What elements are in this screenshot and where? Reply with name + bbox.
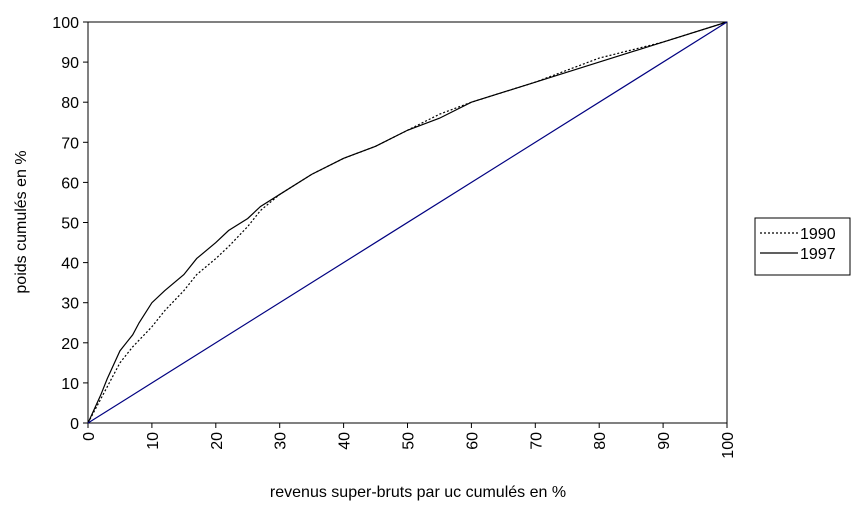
y-tick-label: 0 <box>70 416 79 433</box>
y-tick-label: 60 <box>61 175 79 192</box>
y-axis-label: poids cumulés en % <box>13 150 30 293</box>
legend-label: 1990 <box>800 226 836 243</box>
y-tick-label: 100 <box>52 15 79 32</box>
y-tick-label: 70 <box>61 135 79 152</box>
series-line <box>87 21 728 424</box>
legend-label: 1997 <box>800 246 836 263</box>
series-line <box>87 21 728 424</box>
x-tick-label: 50 <box>401 432 418 450</box>
x-tick-label: 60 <box>464 432 481 450</box>
x-tick-label: 40 <box>337 432 354 450</box>
x-axis-label: revenus super-bruts par uc cumulés en % <box>270 484 566 501</box>
x-tick-label: 80 <box>592 432 609 450</box>
y-tick-label: 40 <box>61 256 79 273</box>
x-tick-label: 20 <box>209 432 226 450</box>
x-tick-label: 90 <box>656 432 673 450</box>
y-tick-label: 30 <box>61 296 79 313</box>
y-tick-label: 80 <box>61 95 79 112</box>
y-tick-label: 50 <box>61 216 79 233</box>
x-tick-label: 10 <box>145 432 162 450</box>
x-tick-label: 30 <box>273 432 290 450</box>
y-tick-label: 20 <box>61 336 79 353</box>
x-tick-label: 100 <box>720 432 737 459</box>
legend-box <box>754 217 851 276</box>
y-tick-label: 10 <box>61 376 79 393</box>
x-tick-label: 70 <box>528 432 545 450</box>
y-tick-label: 90 <box>61 55 79 72</box>
x-tick-label: 0 <box>81 432 98 441</box>
